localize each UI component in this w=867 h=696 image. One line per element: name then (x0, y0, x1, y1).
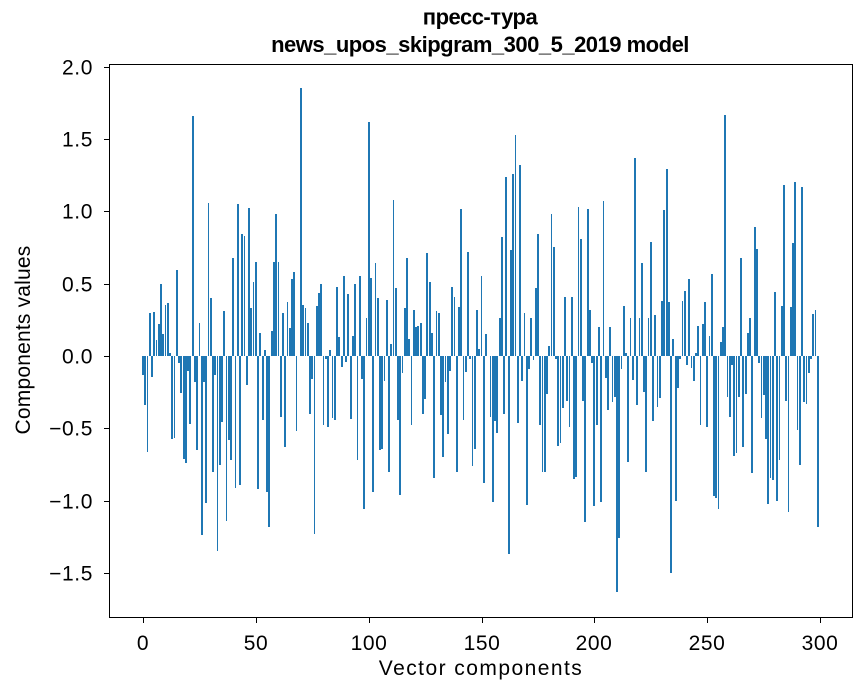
svg-text:0.0: 0.0 (62, 346, 93, 369)
svg-text:Components values: Components values (12, 245, 35, 434)
svg-text:Vector components: Vector components (379, 657, 583, 680)
svg-text:−1.0: −1.0 (49, 491, 93, 514)
svg-text:news_upos_skipgram_300_5_2019: news_upos_skipgram_300_5_2019 model (271, 32, 689, 57)
svg-text:200: 200 (576, 632, 613, 655)
svg-text:−1.5: −1.5 (49, 563, 93, 586)
svg-text:−0.5: −0.5 (49, 418, 93, 441)
svg-text:0.5: 0.5 (62, 274, 93, 297)
svg-text:100: 100 (351, 632, 388, 655)
svg-text:250: 250 (689, 632, 726, 655)
svg-text:пресс-тура: пресс-тура (423, 5, 539, 30)
svg-text:0: 0 (137, 632, 149, 655)
svg-text:150: 150 (464, 632, 501, 655)
svg-text:2.0: 2.0 (62, 57, 93, 80)
svg-text:300: 300 (802, 632, 839, 655)
svg-text:50: 50 (244, 632, 269, 655)
svg-text:1.5: 1.5 (62, 129, 93, 152)
svg-text:1.0: 1.0 (62, 201, 93, 224)
